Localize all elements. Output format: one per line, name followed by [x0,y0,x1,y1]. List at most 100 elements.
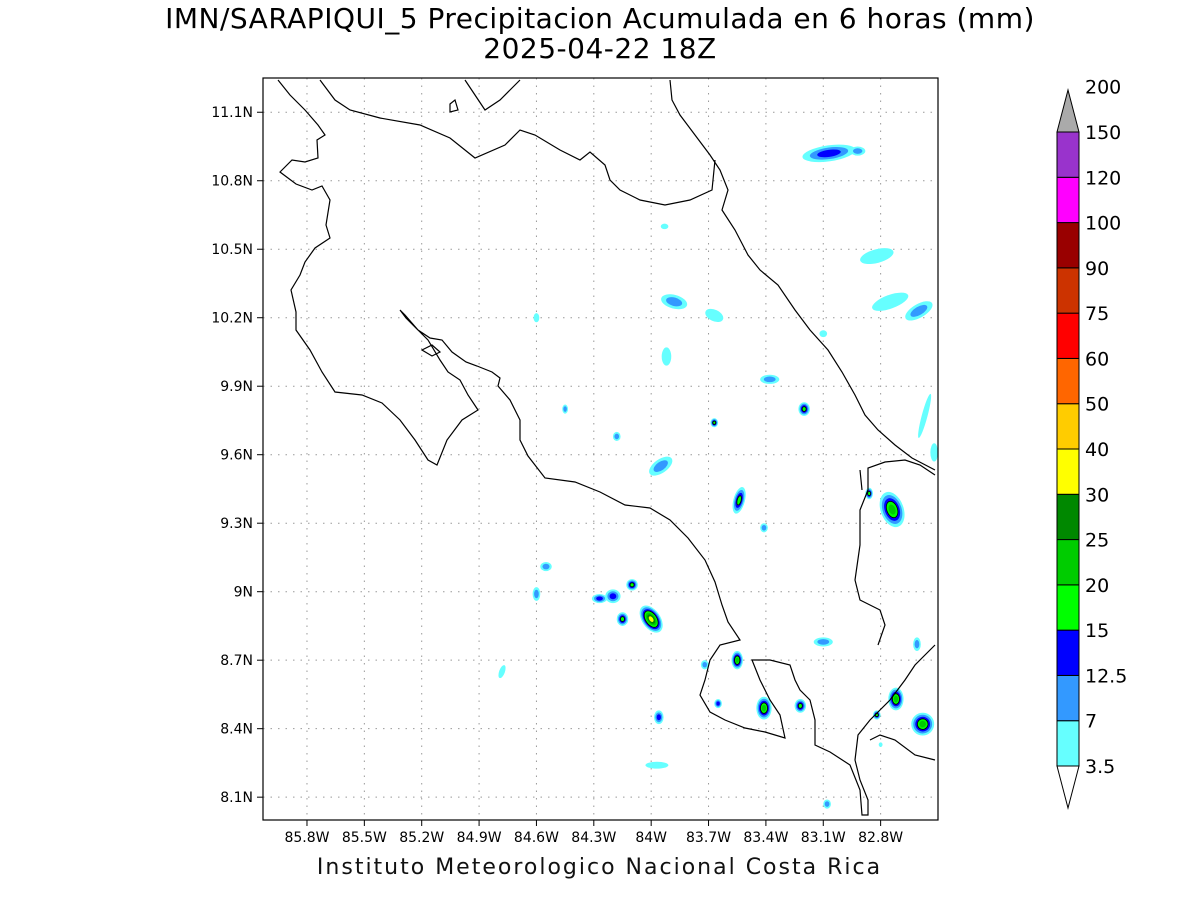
precip-contour [542,563,550,570]
lat-tick-label: 8.1N [220,790,253,806]
colorbar-swatch [1056,403,1080,450]
colorbar-swatch [1056,448,1080,495]
colorbar-low-arrow [1056,765,1080,810]
precip-contour [867,491,872,496]
map-title: IMN/SARAPIQUI_5 Precipitacion Acumulada … [165,2,1035,35]
precip-contour [736,495,742,506]
precip-contour [666,297,683,307]
lat-tick-label: 9.3N [220,516,253,532]
precip-cell [498,665,506,679]
colorbar-label: 150 [1085,122,1121,144]
precip-cell [714,698,722,709]
precip-contour [705,308,724,323]
coastline-gulf [420,344,442,357]
lat-tick-label: 9N [234,585,253,601]
colorbar-label: 120 [1085,167,1121,189]
precip-cell [823,799,831,809]
colorbar-swatch [1056,312,1080,359]
precip-contour [620,616,625,622]
lon-tick-label: 84.9W [457,830,502,846]
lon-tick-label: 85.2W [399,830,444,846]
lon-tick-label: 83.4W [743,830,788,846]
precip-cell [760,374,780,384]
colorbar-label: 200 [1085,77,1121,99]
colorbar-swatch [1056,539,1080,586]
precip-contour [801,406,807,412]
institution-footer: Instituto Meteorologico Nacional Costa R… [316,855,883,880]
colorbar-label: 12.5 [1085,665,1127,687]
map-grid [263,78,938,820]
precip-cell [905,301,933,321]
map-frame [262,77,939,821]
precip-cell [802,144,856,163]
precip-contour [918,393,932,438]
precip-contour [653,460,668,472]
precip-cell [654,710,664,725]
precip-contour [872,292,909,311]
precip-cell [819,330,828,338]
precip-contour [817,639,830,645]
colorbar-swatch [1056,629,1080,676]
precip-contour [596,596,603,601]
precip-cell [700,660,709,670]
precip-contour [763,376,776,383]
island-nicaragua-lake [449,98,459,113]
precip-cell [930,443,938,462]
precip-contour [860,248,894,265]
precip-contour [533,313,540,323]
lat-tick-label: 10.8N [211,174,253,190]
colorbar-label: 50 [1085,394,1109,416]
lon-tick-label: 82.8W [858,830,903,846]
precip-contour [914,639,920,649]
colorbar-high-arrow [1056,88,1080,133]
precip-cell [879,491,905,528]
precip-contour [629,582,635,588]
precip-contour [824,801,830,807]
colorbar-label: 3.5 [1085,756,1115,778]
precip-contour [797,703,803,709]
colorbar-label: 60 [1085,348,1109,370]
axis-ticks: 85.8W 85.5W 85.2W 84.9W 84.6W 84.3W 84W 83.7W 83… [211,105,903,846]
colorbar-swatch [1056,720,1080,767]
precip-cell [913,637,921,652]
map-subtitle: 2025-04-22 18Z [483,32,717,65]
precip-cell [661,347,672,366]
precip-contour [716,701,720,706]
precip-contour [656,714,661,721]
precip-cell [760,523,768,533]
precip-cell [660,223,669,230]
colorbar-label: 20 [1085,575,1109,597]
lon-tick-label: 85.8W [284,830,329,846]
precip-cell [794,698,807,713]
precip-cell [661,294,688,310]
precip-cell [911,712,935,736]
lat-tick-label: 10.5N [211,242,253,258]
precip-contour [534,589,539,599]
lat-tick-label: 9.9N [220,379,253,395]
lon-tick-label: 84.3W [571,830,616,846]
coastline-caribbean [464,79,936,471]
colorbar-swatch [1056,176,1080,224]
lat-tick-label: 8.7N [220,653,253,669]
precip-contour [919,720,926,728]
precip-cell [860,248,894,265]
lat-tick-label: 10.2N [211,311,253,327]
precip-contour [661,347,672,366]
precip-cell [732,487,746,514]
precip-cell [710,418,719,428]
precip-contour [819,330,828,338]
colorbar-swatch [1056,267,1080,314]
precip-contour [930,443,938,462]
precip-cell [639,605,663,633]
precip-contour [702,661,708,668]
colorbar-swatch [1056,131,1080,178]
colorbar-swatch [1056,674,1080,722]
lat-tick-label: 11.1N [211,105,253,121]
precip-contour [609,593,617,600]
precip-cell [626,579,638,591]
precip-contour [660,223,669,230]
precip-cell [878,742,883,747]
precip-cell [616,612,629,626]
precip-cell [612,431,621,442]
